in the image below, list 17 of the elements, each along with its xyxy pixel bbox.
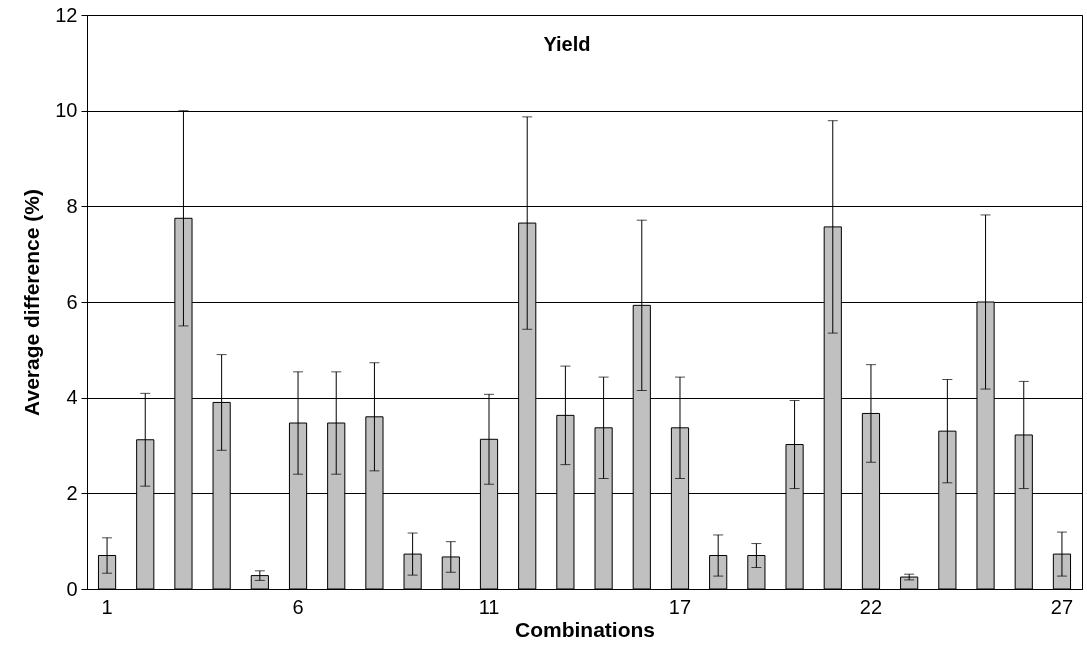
y-axis-title: Average difference (%) <box>20 189 44 416</box>
bar <box>250 575 269 590</box>
y-tick-label: 10 <box>55 99 78 122</box>
y-tick-label: 4 <box>66 386 78 409</box>
y-tick-label: 6 <box>66 290 78 313</box>
y-tick-label: 2 <box>66 481 78 504</box>
y-tick-label: 0 <box>66 577 78 600</box>
y-tick-label: 12 <box>55 3 78 26</box>
x-tick-label: 1 <box>101 595 113 618</box>
x-tick-label: 6 <box>292 595 304 618</box>
x-axis-title: Combinations <box>515 617 655 641</box>
x-tick-label: 11 <box>478 595 500 618</box>
x-tick-label: 22 <box>859 595 883 618</box>
x-tick-label: 17 <box>668 595 692 618</box>
x-tick-label: 27 <box>1050 595 1074 618</box>
y-tick-label: 8 <box>66 194 78 217</box>
annotation: Yield <box>543 33 591 55</box>
